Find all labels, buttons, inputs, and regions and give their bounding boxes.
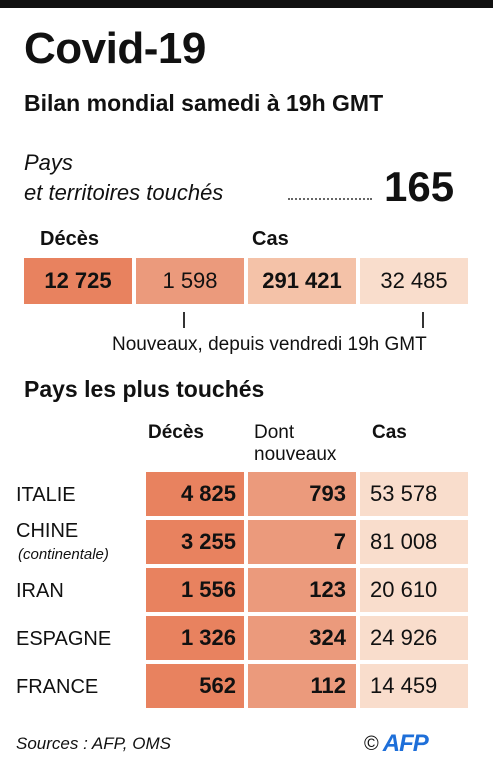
country-deaths: 562: [146, 664, 244, 708]
table-row: ESPAGNE 1 326 324 24 926: [0, 616, 493, 662]
country-deaths: 3 255: [146, 520, 244, 564]
country-name: CHINE: [16, 520, 79, 542]
country-new-deaths: 112: [248, 664, 356, 708]
country-cases: 14 459: [360, 664, 468, 708]
country-new-deaths: 324: [248, 616, 356, 660]
dotted-leader: [288, 198, 372, 200]
countries-count: 165: [384, 163, 455, 210]
country-cases: 24 926: [360, 616, 468, 660]
country-subname: (continentale): [18, 546, 109, 563]
summary-deaths-header: Décès: [40, 228, 99, 250]
col-header-new: Dont nouveaux: [254, 422, 336, 466]
table-row: FRANCE 562 112 14 459: [0, 664, 493, 710]
country-name: ESPAGNE: [16, 628, 112, 650]
country-new-deaths: 793: [248, 472, 356, 516]
country-name: FRANCE: [16, 676, 99, 698]
country-name: ITALIE: [16, 484, 76, 506]
col-header-new-line2: nouveaux: [254, 444, 337, 465]
summary-cases-header: Cas: [252, 228, 289, 250]
summary-cases-total: 291 421: [248, 258, 356, 304]
summary-deaths-new: 1 598: [136, 258, 244, 304]
country-new-deaths: 123: [248, 568, 356, 612]
table-row: CHINE (continentale) 3 255 7 81 008: [0, 520, 493, 566]
table-row: IRAN 1 556 123 20 610: [0, 568, 493, 614]
sources-note: Sources : AFP, OMS: [16, 734, 171, 753]
summary-cases-new: 32 485: [360, 258, 468, 304]
summary-deaths-total: 12 725: [24, 258, 132, 304]
cases-new-tick: [422, 312, 424, 328]
country-new-deaths: 7: [248, 520, 356, 564]
country-cases: 20 610: [360, 568, 468, 612]
countries-label: Pays et territoires touchés: [24, 148, 223, 208]
country-cases: 81 008: [360, 520, 468, 564]
country-cases: 53 578: [360, 472, 468, 516]
country-name: IRAN: [16, 580, 64, 602]
deaths-new-tick: [183, 312, 185, 328]
col-header-deaths: Décès: [148, 422, 204, 443]
country-deaths: 1 326: [146, 616, 244, 660]
page-subtitle: Bilan mondial samedi à 19h GMT: [24, 90, 384, 116]
section-title: Pays les plus touchés: [24, 376, 265, 402]
col-header-new-line1: Dont: [254, 422, 295, 443]
country-deaths: 1 556: [146, 568, 244, 612]
countries-label-line2: et territoires touchés: [24, 180, 224, 205]
page-title: Covid-19: [24, 24, 206, 73]
new-note: Nouveaux, depuis vendredi 19h GMT: [112, 334, 427, 355]
afp-logo: © AFP: [364, 730, 429, 758]
country-deaths: 4 825: [146, 472, 244, 516]
copyright-symbol: ©: [364, 732, 379, 755]
col-header-cases: Cas: [372, 422, 407, 443]
afp-logo-text: AFP: [382, 730, 429, 757]
table-row: ITALIE 4 825 793 53 578: [0, 472, 493, 518]
countries-label-line1: Pays: [24, 150, 73, 175]
top-rule: [0, 0, 493, 8]
